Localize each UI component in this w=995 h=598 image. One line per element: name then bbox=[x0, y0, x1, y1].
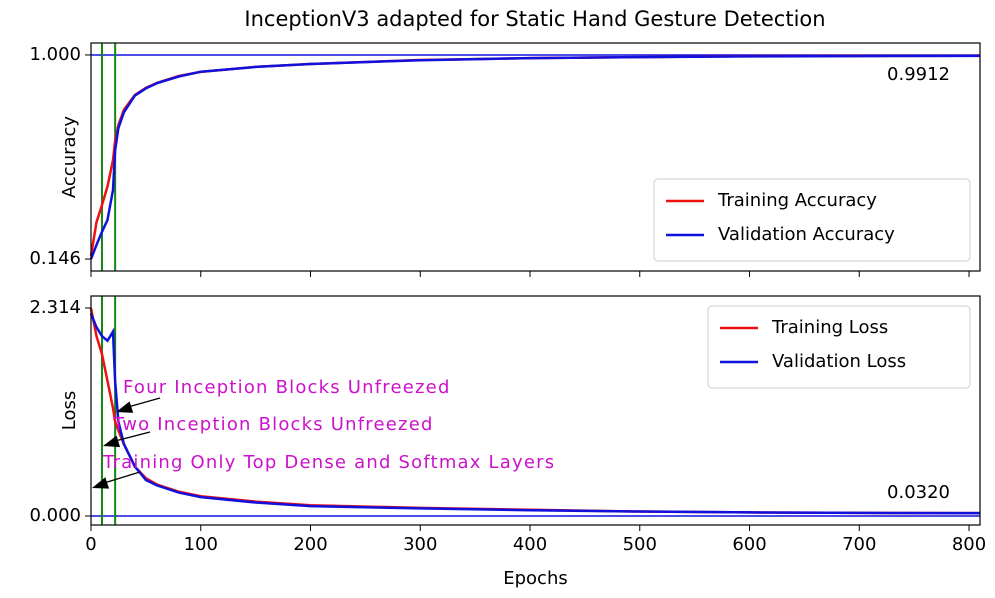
annotation: Training Only Top Dense and Softmax Laye… bbox=[102, 452, 555, 473]
annotation: Four Inception Blocks Unfreezed bbox=[123, 377, 451, 398]
line-series bbox=[89, 54, 981, 260]
x-axis-label: Epochs bbox=[503, 568, 568, 589]
x-tick-label: 200 bbox=[293, 534, 327, 555]
arrow-head bbox=[102, 435, 121, 448]
x-tick-label: 400 bbox=[513, 534, 547, 555]
annotation-arrow bbox=[127, 397, 161, 408]
y-tick-label: 0.000 bbox=[29, 505, 81, 526]
x-tick-label: 300 bbox=[403, 534, 437, 555]
y-axis-label: Accuracy bbox=[59, 116, 80, 199]
legend-label: Validation Loss bbox=[772, 351, 906, 372]
annotation: Two Inception Blocks Unfreezed bbox=[112, 414, 434, 435]
arrow-head bbox=[92, 477, 110, 489]
x-tick-label: 500 bbox=[623, 534, 657, 555]
x-tick-label: 700 bbox=[842, 534, 876, 555]
x-tick-label: 600 bbox=[732, 534, 766, 555]
chart-title: InceptionV3 adapted for Static Hand Gest… bbox=[244, 7, 825, 31]
line-series bbox=[89, 313, 981, 515]
legend-label: Training Loss bbox=[771, 317, 888, 338]
y-tick-label: 0.146 bbox=[29, 248, 81, 269]
end-value-label: 0.0320 bbox=[887, 482, 950, 503]
axes-frame bbox=[90, 295, 981, 526]
annotation-arrow bbox=[103, 471, 141, 484]
y-axis-label: Loss bbox=[59, 391, 80, 430]
legend-label: Training Accuracy bbox=[717, 190, 877, 211]
annotation-arrow bbox=[114, 431, 151, 442]
x-tick-label: 800 bbox=[952, 534, 986, 555]
legend-label: Validation Accuracy bbox=[718, 224, 895, 245]
axes-frame bbox=[90, 42, 981, 272]
end-value-label: 0.9912 bbox=[887, 64, 950, 85]
x-tick-label: 0 bbox=[85, 534, 96, 555]
legend-box bbox=[707, 305, 971, 389]
arrow-head bbox=[116, 401, 134, 413]
legend-box bbox=[653, 178, 971, 262]
x-tick-label: 100 bbox=[184, 534, 218, 555]
y-tick-label: 2.314 bbox=[29, 297, 81, 318]
y-tick-label: 1.000 bbox=[29, 44, 81, 65]
